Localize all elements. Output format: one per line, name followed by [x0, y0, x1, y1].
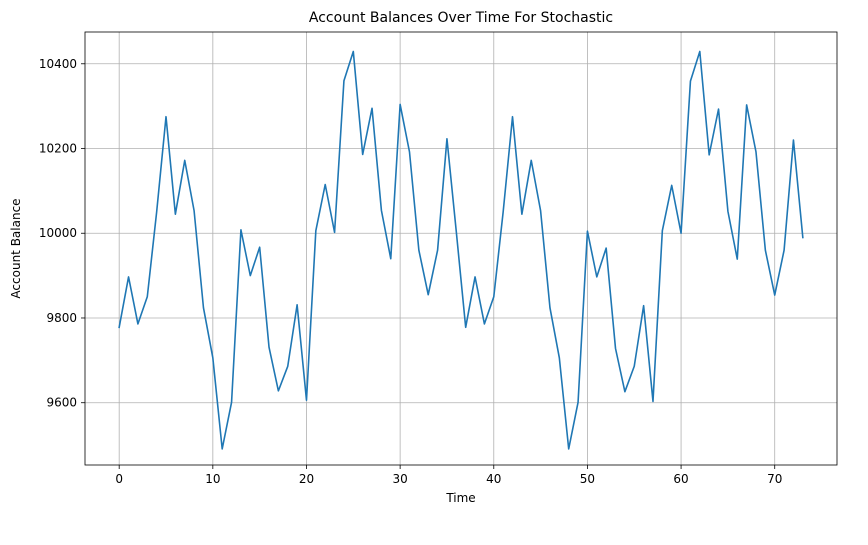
- x-tick-label: 40: [486, 472, 501, 486]
- x-tick-label: 20: [299, 472, 314, 486]
- x-axis-ticks: 0 10 20 30 40 50 60 70: [115, 465, 782, 486]
- x-tick-label: 60: [673, 472, 688, 486]
- y-tick-label: 9800: [46, 311, 77, 325]
- x-tick-label: 0: [115, 472, 123, 486]
- x-tick-label: 70: [767, 472, 782, 486]
- x-tick-label: 10: [205, 472, 220, 486]
- y-tick-label: 9600: [46, 396, 77, 410]
- chart-title: Account Balances Over Time For Stochasti…: [309, 10, 613, 26]
- x-tick-label: 30: [392, 472, 407, 486]
- y-tick-label: 10200: [39, 142, 77, 156]
- y-tick-label: 10400: [39, 57, 77, 71]
- series-line-account-balance: [118, 50, 804, 450]
- x-axis-label: Time: [445, 491, 475, 505]
- plot-frame: [84, 31, 838, 466]
- x-tick-label: 50: [580, 472, 595, 486]
- y-axis-label: Account Balance: [9, 198, 23, 298]
- y-axis-ticks: 9600 9800 10000 10200 10400: [39, 57, 85, 410]
- grid-lines: [85, 32, 837, 465]
- y-tick-label: 10000: [39, 226, 77, 240]
